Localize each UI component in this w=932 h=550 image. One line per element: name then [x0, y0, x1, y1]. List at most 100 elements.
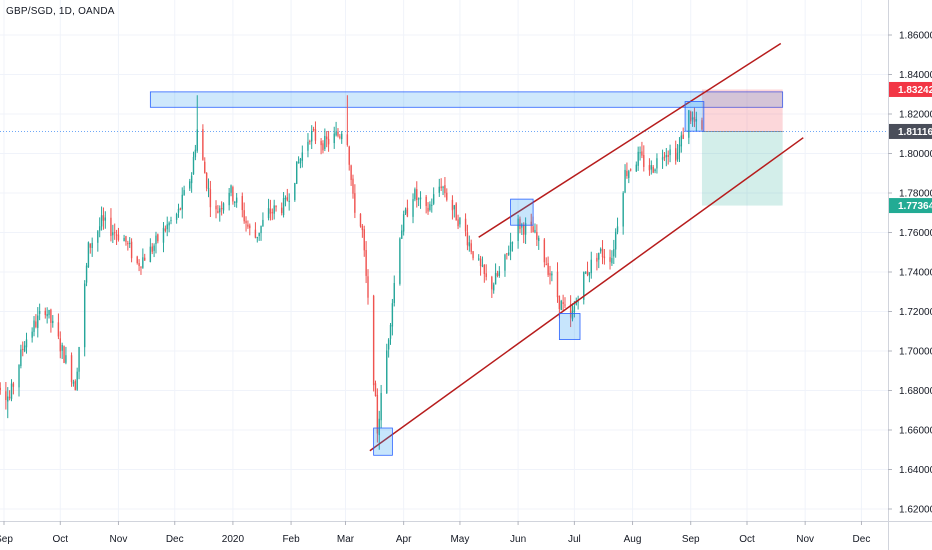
candle-down [406, 207, 409, 217]
candle-down [491, 276, 493, 290]
candle-down [359, 213, 362, 227]
candle-up [31, 331, 33, 338]
candle-down [314, 129, 317, 141]
candle-up [37, 315, 39, 328]
x-tick-label: Apr [396, 534, 412, 545]
candle-down [164, 228, 167, 231]
candle-up [91, 242, 93, 248]
candle-down [204, 161, 206, 174]
candle-down [601, 248, 604, 258]
candle-down [151, 246, 153, 252]
candle-up [228, 192, 230, 206]
candle-up [661, 157, 664, 160]
price-label-bg [889, 198, 932, 214]
candle-up [83, 283, 86, 348]
stop-loss-zone [701, 89, 783, 132]
candle-up [676, 152, 679, 160]
x-tick-label: Oct [739, 534, 755, 545]
channel-upper-line [478, 42, 782, 238]
candle-down [138, 263, 140, 267]
candle-up [61, 344, 63, 351]
candle-up [65, 355, 67, 363]
candle-up [324, 135, 326, 149]
candle-up [412, 199, 414, 217]
candle-down [89, 243, 92, 248]
candle-down [663, 156, 666, 158]
candle-up [571, 310, 574, 320]
candle-up [551, 273, 553, 276]
candle-up [508, 252, 510, 255]
candle-up [311, 130, 313, 142]
candle-up [481, 265, 484, 267]
candle-down [523, 224, 525, 235]
x-tick-label: Aug [624, 534, 642, 545]
take-profit-zone [701, 131, 783, 206]
candle-up [402, 214, 405, 232]
candle-down [350, 165, 352, 180]
candle-up [588, 272, 591, 276]
candle-up [389, 324, 392, 339]
candle-up [100, 215, 103, 227]
candle-up [628, 171, 630, 178]
candle-up [378, 418, 380, 436]
candle-down [44, 310, 46, 316]
candle-up [273, 205, 275, 214]
candle-up [534, 229, 536, 233]
candle-up [380, 392, 382, 421]
candle-up [98, 226, 101, 231]
candle-up [282, 198, 285, 216]
x-tick-label: Jun [510, 534, 526, 545]
candle-up [33, 320, 35, 332]
candle-down [652, 166, 654, 173]
y-tick-label: 1.84000 [899, 70, 932, 81]
candle-down [451, 199, 454, 211]
candle-down [464, 218, 467, 232]
candle-up [181, 194, 183, 210]
candle-down [280, 207, 283, 214]
candle-down [205, 172, 208, 189]
candle-down [243, 210, 245, 222]
candle-down [609, 257, 611, 262]
candle-down [374, 383, 377, 397]
y-tick-label: 1.74000 [899, 268, 932, 279]
candle-up [635, 164, 638, 172]
candle-down [564, 304, 566, 306]
candle-up [104, 217, 107, 221]
candle-up [262, 219, 264, 227]
candle-up [614, 231, 617, 250]
highlight-box [373, 427, 393, 456]
y-tick-label: 1.82000 [899, 110, 932, 121]
candle-up [341, 133, 343, 140]
candle-up [599, 248, 602, 252]
x-tick-label: Mar [337, 534, 355, 545]
candle-up [230, 185, 232, 193]
candle-up [112, 232, 114, 236]
candle-up [333, 133, 335, 144]
candle-down [444, 185, 446, 194]
candle-down [562, 302, 564, 304]
drawing-zones [0, 89, 888, 206]
candle-up [517, 218, 519, 241]
candle-up [419, 197, 422, 200]
candle-up [573, 306, 576, 313]
candle-up [524, 223, 527, 235]
candle-down [367, 276, 369, 298]
candle-down [641, 151, 643, 156]
candle-down [693, 116, 696, 122]
candle-up [23, 345, 26, 352]
candle-up [622, 192, 624, 227]
candle-down [549, 273, 551, 276]
candle-down [643, 155, 645, 167]
candle-down [241, 196, 243, 211]
x-tick-label: Dec [853, 534, 871, 545]
candle-up [267, 208, 270, 219]
candle-down [57, 322, 60, 337]
candle-up [78, 346, 80, 372]
candle-up [459, 217, 461, 225]
candle-down [455, 203, 457, 221]
candle-up [207, 187, 210, 189]
candle-up [170, 220, 172, 222]
